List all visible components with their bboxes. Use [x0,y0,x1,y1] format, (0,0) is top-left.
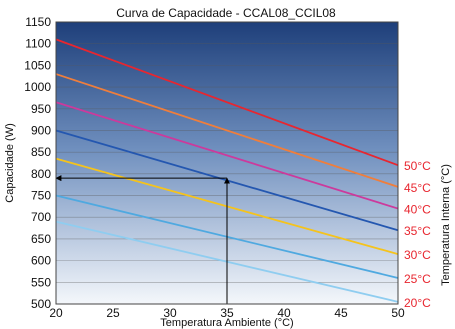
y-tick-label: 1000 [24,80,51,94]
series-line-2 [55,101,399,210]
legend-label-4: 30°C [404,248,431,262]
x-tick-label: 40 [277,306,291,320]
series-line-0 [55,38,399,167]
plot-frame [55,21,399,305]
y-tick-label: 550 [31,275,51,289]
annotation-lines [55,175,230,304]
x-axis-label: Temperatura Ambiente (°C) [160,317,293,329]
y-tick-label: 750 [31,189,51,203]
chart-title: Curva de Capacidade - CCAL08_CCIL08 [116,6,336,20]
y-axis-label: Capacidade (W) [4,123,16,202]
y-tick-label: 1050 [24,58,51,72]
legend: 50°C 45°C 40°C 35°C 30°C 25°C 20°C [404,159,431,310]
y-tick-label: 950 [31,102,51,116]
y-tick-label: 850 [31,145,51,159]
legend-label-2: 40°C [404,203,431,217]
legend-label-0: 50°C [404,159,431,173]
x-tick-label: 30 [163,306,177,320]
y-tick-label: 500 [31,297,51,311]
legend-label-1: 45°C [404,181,431,195]
legend-label-6: 20°C [404,296,431,310]
y-tick-label: 800 [31,167,51,181]
y-tick-label: 1150 [25,15,51,29]
series-line-1 [55,73,399,188]
y-tick-label: 1100 [25,37,51,51]
x-tick-label: 35 [220,306,234,320]
y-tick-label: 700 [31,210,51,224]
y-tick-label: 650 [31,232,51,246]
x-tick-label: 45 [334,306,348,320]
y-tick-label: 600 [31,254,51,268]
x-tick-labels: 20 25 30 35 40 45 50 [49,306,405,320]
legend-label-5: 25°C [404,272,431,286]
y-tick-label: 900 [31,123,51,137]
x-tick-label: 25 [106,306,120,320]
y-tick-labels: 500 550 600 650 700 750 800 850 900 950 1000 1050 11… [24,15,51,311]
x-tick-label: 20 [49,306,63,320]
legend-label-3: 35°C [404,224,431,238]
x-tick-label: 50 [391,306,405,320]
y2-axis-label: Temperatura Interna (°C) [440,164,452,286]
